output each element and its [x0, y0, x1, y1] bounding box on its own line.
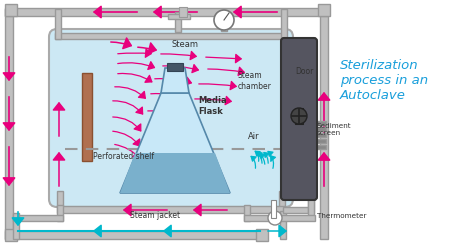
Bar	[57, 206, 285, 213]
Bar	[308, 127, 326, 131]
Text: Steam jacket: Steam jacket	[130, 210, 180, 220]
Bar	[281, 9, 287, 39]
Text: Sterilization
process in an
Autoclave: Sterilization process in an Autoclave	[340, 59, 428, 102]
Bar	[55, 9, 61, 39]
Text: Thermometer: Thermometer	[317, 213, 366, 219]
Bar	[308, 139, 326, 143]
Bar	[167, 63, 183, 71]
Bar	[318, 4, 330, 16]
Bar	[13, 215, 63, 221]
Bar	[279, 191, 285, 207]
Text: Steam: Steam	[172, 40, 199, 49]
Bar	[55, 33, 285, 39]
Text: Air: Air	[248, 131, 260, 140]
Bar	[5, 229, 17, 241]
Bar	[57, 191, 63, 207]
Text: Perforated shelf: Perforated shelf	[93, 152, 154, 161]
Bar	[244, 205, 250, 221]
Bar	[5, 9, 13, 239]
Circle shape	[291, 108, 307, 124]
Bar	[295, 108, 303, 124]
Text: Door: Door	[295, 66, 313, 75]
Bar	[308, 145, 326, 149]
Bar	[179, 7, 187, 17]
Bar	[13, 213, 19, 239]
Bar	[5, 231, 265, 239]
Bar	[221, 19, 227, 31]
Circle shape	[268, 211, 282, 225]
Bar	[283, 207, 313, 213]
Bar	[308, 121, 326, 125]
Bar	[280, 211, 286, 239]
FancyBboxPatch shape	[49, 29, 293, 207]
Bar	[5, 4, 17, 16]
Polygon shape	[120, 153, 230, 193]
Bar	[256, 229, 268, 241]
Circle shape	[214, 10, 234, 30]
Bar	[57, 205, 63, 221]
Bar	[175, 12, 181, 32]
Bar	[308, 141, 314, 213]
Polygon shape	[161, 68, 189, 93]
Bar	[308, 133, 326, 137]
Text: Steam
chamber: Steam chamber	[238, 71, 272, 91]
Bar	[308, 179, 314, 219]
Bar	[5, 8, 328, 16]
Text: Media
Flask: Media Flask	[198, 96, 227, 116]
Text: Sediment
screen: Sediment screen	[317, 123, 352, 135]
Bar	[82, 73, 92, 161]
Bar	[271, 200, 276, 218]
Bar	[280, 215, 315, 221]
Polygon shape	[120, 93, 230, 193]
Bar	[283, 143, 313, 149]
Bar	[244, 215, 284, 221]
Bar	[168, 14, 190, 19]
Bar	[320, 9, 328, 239]
FancyBboxPatch shape	[281, 38, 317, 200]
